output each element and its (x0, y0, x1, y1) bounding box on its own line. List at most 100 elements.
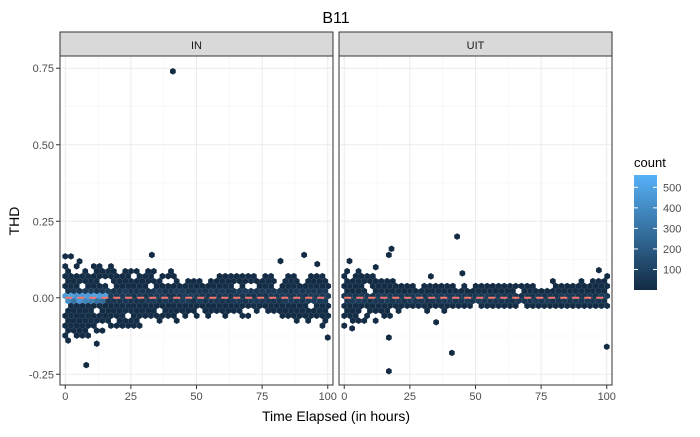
hexbin-cell (65, 277, 71, 285)
hexbin-cell (65, 267, 71, 275)
hexbin-cell (325, 292, 332, 300)
hexbin-cell (288, 307, 294, 315)
hexbin-outlier (314, 260, 321, 268)
hexbin-cell (341, 272, 348, 280)
hexbin-cell (133, 297, 140, 305)
hexbin-cell (598, 302, 605, 310)
hexbin-cell (305, 297, 312, 305)
hexbin-cell (170, 272, 177, 280)
hexbin-cell (153, 302, 160, 310)
hexbin-outlier (83, 361, 90, 369)
hexbin-cell (130, 302, 137, 310)
hexbin-cell (265, 287, 272, 295)
hexbin-cell (110, 267, 117, 275)
hexbin-cell (182, 312, 189, 320)
hexbin-cell (349, 297, 356, 305)
hexbin-cell (82, 267, 89, 275)
hexbin-cell (461, 302, 468, 310)
hexbin-cell (76, 277, 83, 285)
hexbin-cell (65, 287, 71, 295)
hexbin-cell (68, 282, 74, 290)
hexbin-cell (299, 307, 306, 315)
hexbin-cell (367, 277, 373, 285)
hexbin-cell (590, 297, 596, 305)
hexbin-outlier (603, 343, 610, 351)
hexbin-cell (70, 287, 77, 295)
hexbin-cell (79, 322, 86, 329)
hexbin-cell (239, 272, 246, 280)
hexbin-cell (119, 312, 126, 320)
hexbin-cell (193, 302, 200, 310)
hexbin-cell (119, 272, 126, 280)
hexbin-cell (228, 302, 234, 310)
hexbin-cell (352, 282, 359, 290)
hexbin-cell (604, 282, 611, 290)
hexbin-cell (99, 297, 106, 305)
x-tick-label: 75 (256, 391, 268, 403)
hexbin-cell (88, 307, 94, 315)
hexbin-cell (73, 322, 80, 329)
hexbin-cell (372, 277, 379, 285)
hexbin-cell (319, 282, 326, 290)
y-tick-label: 0.25 (33, 216, 54, 228)
hexbin-cell (219, 287, 226, 295)
hexbin-cell (231, 307, 237, 315)
hexbin-cell (538, 287, 545, 295)
hexbin-cell (168, 297, 174, 305)
hexbin-cell (478, 282, 485, 290)
hexbin-cell (424, 297, 430, 305)
hexbin-cell (148, 312, 154, 320)
x-tick-label: 100 (598, 391, 616, 403)
hexbin-cell (168, 307, 174, 315)
hexbin-cell (191, 307, 197, 315)
panels-layer: IN 0 25 50 75 100 -0.25 0.00 0.25 0.50 0.75 UIT 0 25 5… (29, 31, 616, 403)
hexbin-cell (122, 267, 129, 275)
hexbin-cell (85, 322, 91, 329)
hexbin-outlier (149, 251, 155, 259)
hexbin-cell (384, 277, 390, 285)
hexbin-cell (110, 277, 117, 285)
hexbin-cell (285, 272, 292, 280)
hexbin-cell (62, 272, 69, 280)
hexbin-cell (271, 297, 277, 305)
hexbin-cell (245, 272, 252, 280)
hexbin-cell (344, 287, 350, 295)
hexbin-cell (378, 287, 385, 295)
hexbin-cell (527, 297, 533, 305)
hexbin-cell (518, 292, 525, 300)
hexbin-cell (352, 302, 359, 310)
hexbin-cell (176, 302, 183, 310)
hexbin-cell (378, 307, 385, 315)
x-tick-label: 25 (125, 391, 137, 403)
hexbin-cell (239, 282, 246, 290)
hexbin-cell (62, 282, 69, 290)
hexbin-cell (128, 287, 134, 295)
hexbin-cell (179, 307, 186, 315)
hexbin-cell (507, 302, 513, 310)
hexbin-cell (415, 302, 422, 310)
hexbin-cell (90, 322, 97, 329)
hexbin-cell (185, 277, 191, 285)
hexbin-cell (113, 312, 120, 320)
hexbin-cell (355, 317, 362, 325)
hexbin-cell (461, 282, 468, 290)
hexbin-cell (208, 277, 214, 285)
hexbin-cell (128, 297, 134, 305)
hexbin-cell (372, 317, 379, 325)
hexbin-cell (153, 282, 160, 290)
hexbin-cell (68, 312, 74, 320)
hexbin-cell (265, 307, 272, 315)
facet-strip-label: UIT (467, 40, 485, 52)
hexbin-cell (79, 332, 86, 339)
hexbin-cell (444, 302, 450, 310)
hexbin-cell (148, 272, 154, 280)
hexbin-cell (552, 302, 559, 310)
hexbin-cell (228, 292, 234, 300)
hexbin-cell (441, 287, 448, 295)
hexbin-cell (239, 312, 246, 320)
hexbin-cell (96, 262, 103, 270)
hexbin-cell (128, 307, 134, 315)
hexbin-cell (102, 282, 109, 290)
hexbin-cell (142, 272, 149, 280)
hexbin-cell (170, 302, 177, 310)
